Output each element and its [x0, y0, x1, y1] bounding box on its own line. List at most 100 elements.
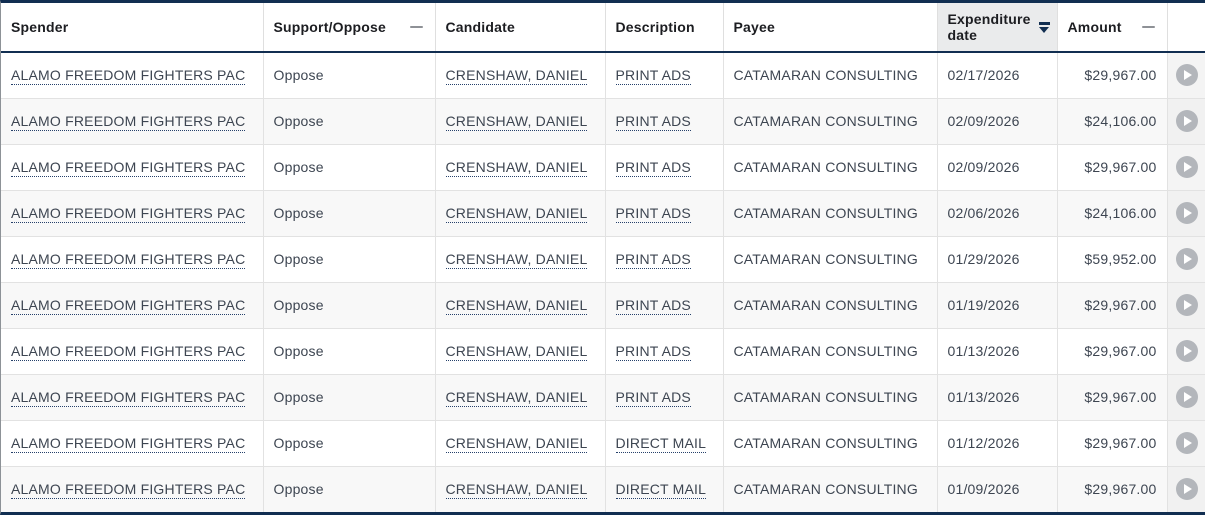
spender-link[interactable]: ALAMO FREEDOM FIGHTERS PAC [11, 159, 246, 177]
expenditure-date-cell: 02/09/2026 [937, 98, 1058, 145]
column-header-expenditure-date-label: Expenditure date [947, 10, 1031, 43]
expenditure-date-cell: 02/17/2026 [937, 52, 1058, 99]
expenditure-date-cell: 02/09/2026 [937, 144, 1058, 191]
spender-link[interactable]: ALAMO FREEDOM FIGHTERS PAC [11, 435, 246, 453]
amount-cell: $29,967.00 [1057, 144, 1168, 191]
description-link[interactable]: PRINT ADS [615, 159, 691, 177]
expand-row-button[interactable] [1175, 202, 1198, 224]
expand-row-button[interactable] [1175, 64, 1198, 87]
column-header-expenditure-date[interactable]: Expenditure date [937, 3, 1058, 53]
spender-link[interactable]: ALAMO FREEDOM FIGHTERS PAC [11, 343, 246, 361]
support-oppose-cell: Oppose [263, 420, 436, 467]
expand-row-button[interactable] [1175, 386, 1198, 408]
description-link[interactable]: PRINT ADS [615, 297, 691, 315]
candidate-link[interactable]: CRENSHAW, DANIEL [445, 343, 588, 361]
payee-cell: CATAMARAN CONSULTING [723, 420, 938, 467]
expenditure-date-cell: 01/13/2026 [937, 374, 1058, 421]
spender-link[interactable]: ALAMO FREEDOM FIGHTERS PAC [11, 297, 246, 315]
candidate-link[interactable]: CRENSHAW, DANIEL [445, 205, 588, 223]
description-link[interactable]: DIRECT MAIL [615, 481, 707, 499]
candidate-link[interactable]: CRENSHAW, DANIEL [445, 389, 588, 407]
description-cell: PRINT ADS [605, 98, 724, 145]
payee-cell: CATAMARAN CONSULTING [723, 190, 938, 237]
expand-row-button[interactable] [1175, 110, 1198, 132]
candidate-cell: CRENSHAW, DANIEL [435, 282, 606, 329]
amount-cell: $29,967.00 [1057, 420, 1168, 467]
description-link[interactable]: PRINT ADS [615, 343, 691, 361]
amount-cell: $24,106.00 [1057, 190, 1168, 237]
expand-cell [1167, 328, 1205, 375]
table-row: ALAMO FREEDOM FIGHTERS PAC Oppose CRENSH… [1, 236, 1205, 283]
spender-cell: ALAMO FREEDOM FIGHTERS PAC [1, 144, 264, 191]
sort-expenditure-date-button[interactable] [1037, 20, 1052, 35]
expenditure-date-cell: 01/09/2026 [937, 466, 1058, 512]
column-header-support-oppose-label: Support/Oppose [273, 18, 386, 35]
table-row: ALAMO FREEDOM FIGHTERS PAC Oppose CRENSH… [1, 282, 1205, 329]
support-oppose-cell: Oppose [263, 144, 436, 191]
description-link[interactable]: PRINT ADS [615, 389, 691, 407]
column-header-candidate-label: Candidate [445, 18, 515, 35]
description-link[interactable]: PRINT ADS [615, 113, 691, 131]
expand-row-button[interactable] [1175, 432, 1198, 454]
description-cell: PRINT ADS [605, 190, 724, 237]
column-header-expand [1167, 3, 1205, 53]
description-cell: PRINT ADS [605, 282, 724, 329]
description-link[interactable]: PRINT ADS [615, 67, 691, 86]
column-header-spender[interactable]: Spender [1, 3, 264, 53]
play-icon [1183, 254, 1192, 264]
column-header-payee[interactable]: Payee [723, 3, 938, 53]
expand-cell [1167, 466, 1205, 512]
spender-link[interactable]: ALAMO FREEDOM FIGHTERS PAC [11, 481, 246, 499]
candidate-link[interactable]: CRENSHAW, DANIEL [445, 481, 588, 499]
expand-row-button[interactable] [1175, 248, 1198, 270]
amount-cell: $59,952.00 [1057, 236, 1168, 283]
column-header-candidate[interactable]: Candidate [435, 3, 606, 53]
amount-cell: $29,967.00 [1057, 374, 1168, 421]
minus-icon [409, 26, 423, 28]
expand-row-button[interactable] [1175, 478, 1198, 500]
candidate-link[interactable]: CRENSHAW, DANIEL [445, 297, 588, 315]
expand-row-button[interactable] [1175, 156, 1198, 178]
description-link[interactable]: PRINT ADS [615, 251, 691, 269]
spender-link[interactable]: ALAMO FREEDOM FIGHTERS PAC [11, 205, 246, 223]
support-oppose-cell: Oppose [263, 328, 436, 375]
description-cell: PRINT ADS [605, 328, 724, 375]
play-icon [1183, 346, 1192, 356]
spender-link[interactable]: ALAMO FREEDOM FIGHTERS PAC [11, 113, 246, 131]
candidate-link[interactable]: CRENSHAW, DANIEL [445, 113, 588, 131]
expand-cell [1167, 144, 1205, 191]
description-cell: PRINT ADS [605, 374, 724, 421]
column-header-payee-label: Payee [733, 18, 775, 35]
support-oppose-cell: Oppose [263, 282, 436, 329]
expand-row-button[interactable] [1175, 294, 1198, 316]
minus-icon [1141, 26, 1155, 28]
candidate-cell: CRENSHAW, DANIEL [435, 328, 606, 375]
spender-cell: ALAMO FREEDOM FIGHTERS PAC [1, 328, 264, 375]
payee-cell: CATAMARAN CONSULTING [723, 466, 938, 512]
description-cell: DIRECT MAIL [605, 420, 724, 467]
candidate-link[interactable]: CRENSHAW, DANIEL [445, 251, 588, 269]
expand-cell [1167, 98, 1205, 145]
candidate-link[interactable]: CRENSHAW, DANIEL [445, 435, 588, 453]
description-link[interactable]: DIRECT MAIL [615, 435, 707, 453]
spender-link[interactable]: ALAMO FREEDOM FIGHTERS PAC [11, 251, 246, 269]
column-header-support-oppose[interactable]: Support/Oppose [263, 3, 436, 53]
description-link[interactable]: PRINT ADS [615, 205, 691, 223]
column-header-amount[interactable]: Amount [1057, 3, 1168, 53]
candidate-link[interactable]: CRENSHAW, DANIEL [445, 67, 588, 86]
spender-link[interactable]: ALAMO FREEDOM FIGHTERS PAC [11, 389, 246, 407]
candidate-link[interactable]: CRENSHAW, DANIEL [445, 159, 588, 177]
column-header-description[interactable]: Description [605, 3, 724, 53]
toggle-column-support-oppose-button[interactable] [408, 22, 425, 32]
play-icon [1183, 208, 1192, 218]
amount-cell: $29,967.00 [1057, 282, 1168, 329]
expand-row-button[interactable] [1175, 340, 1198, 362]
play-icon [1183, 162, 1192, 172]
toggle-column-amount-button[interactable] [1140, 22, 1157, 32]
payee-cell: CATAMARAN CONSULTING [723, 52, 938, 99]
spender-cell: ALAMO FREEDOM FIGHTERS PAC [1, 282, 264, 329]
sort-descending-icon [1038, 21, 1050, 33]
candidate-cell: CRENSHAW, DANIEL [435, 374, 606, 421]
table-header: Spender Support/Oppose Candidate Descrip… [1, 3, 1205, 53]
spender-link[interactable]: ALAMO FREEDOM FIGHTERS PAC [11, 67, 246, 86]
